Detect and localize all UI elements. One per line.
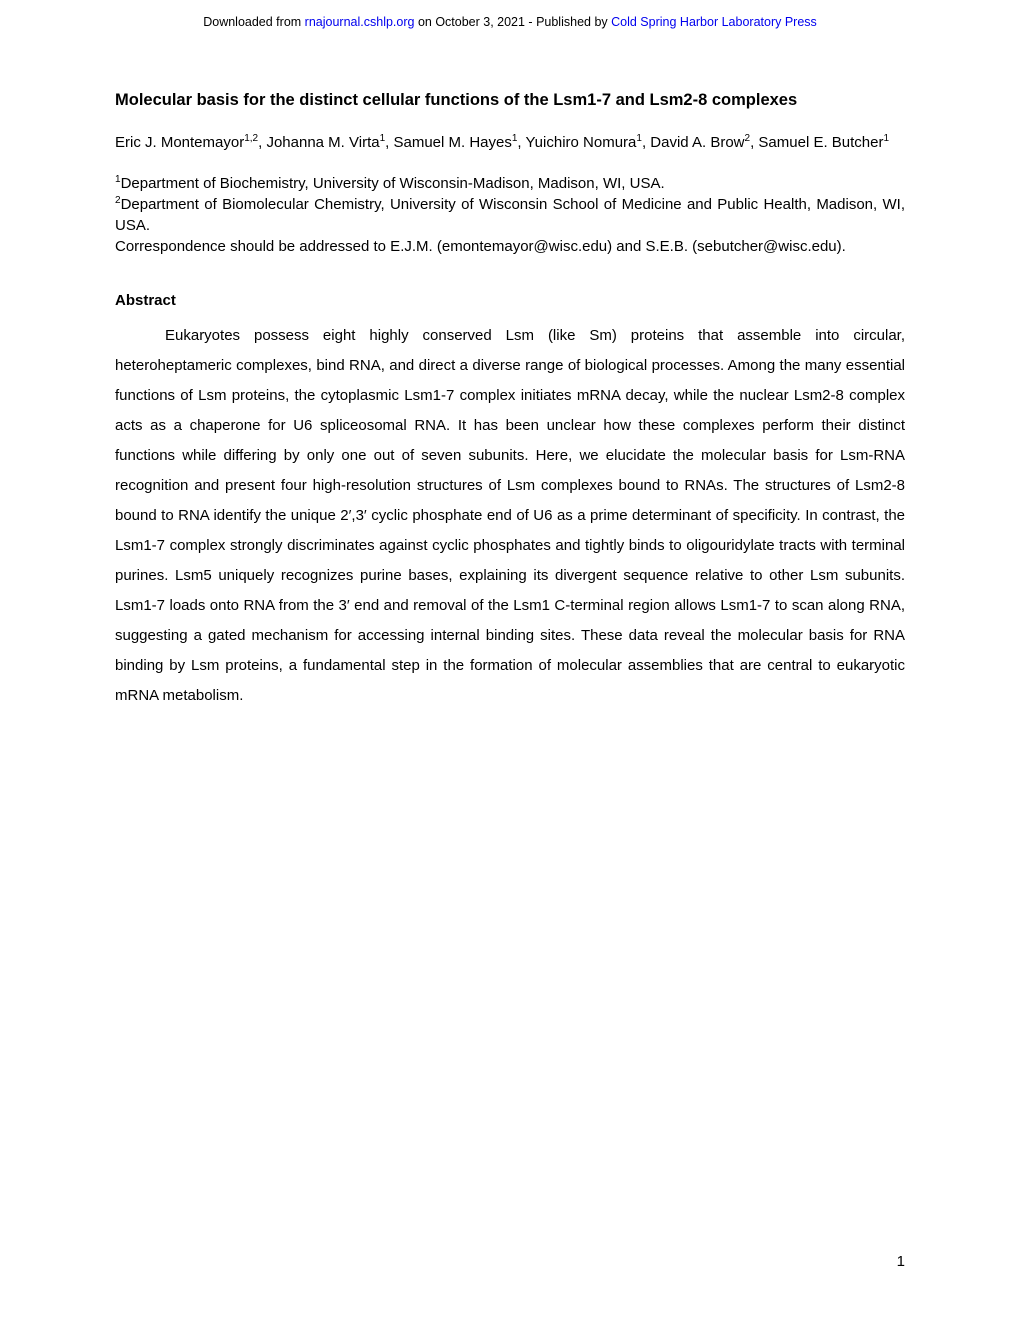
affiliation-2-text: Department of Biomolecular Chemistry, Un… (115, 196, 905, 234)
abstract-body: Eukaryotes possess eight highly conserve… (115, 321, 905, 711)
author-3-name: Samuel M. Hayes (393, 134, 511, 151)
author-2-name: Johanna M. Virta (266, 134, 379, 151)
abstract-heading: Abstract (115, 292, 905, 309)
author-1-affiliation: 1,2 (244, 133, 258, 144)
author-4-name: Yuichiro Nomura (526, 134, 637, 151)
affiliations-block: 1Department of Biochemistry, University … (115, 173, 905, 257)
author-1-name: Eric J. Montemayor (115, 134, 244, 151)
author-6-name: Samuel E. Butcher (758, 134, 883, 151)
page-number: 1 (897, 1253, 905, 1270)
download-header: Downloaded from rnajournal.cshlp.org on … (0, 0, 1020, 39)
header-middle: on October 3, 2021 - Published by (414, 15, 611, 29)
author-2-affiliation: 1 (380, 133, 386, 144)
journal-link[interactable]: rnajournal.cshlp.org (305, 15, 415, 29)
author-5-affiliation: 2 (745, 133, 751, 144)
authors-list: Eric J. Montemayor1,2, Johanna M. Virta1… (115, 132, 905, 153)
author-6-affiliation: 1 (883, 133, 889, 144)
publisher-link[interactable]: Cold Spring Harbor Laboratory Press (611, 15, 817, 29)
author-5-name: David A. Brow (650, 134, 744, 151)
header-prefix: Downloaded from (203, 15, 304, 29)
author-3-affiliation: 1 (512, 133, 518, 144)
author-4-affiliation: 1 (636, 133, 642, 144)
page-content: Molecular basis for the distinct cellula… (0, 39, 1020, 711)
correspondence-text: Correspondence should be addressed to E.… (115, 238, 846, 255)
affiliation-1-text: Department of Biochemistry, University o… (121, 175, 665, 192)
paper-title: Molecular basis for the distinct cellula… (115, 89, 905, 112)
